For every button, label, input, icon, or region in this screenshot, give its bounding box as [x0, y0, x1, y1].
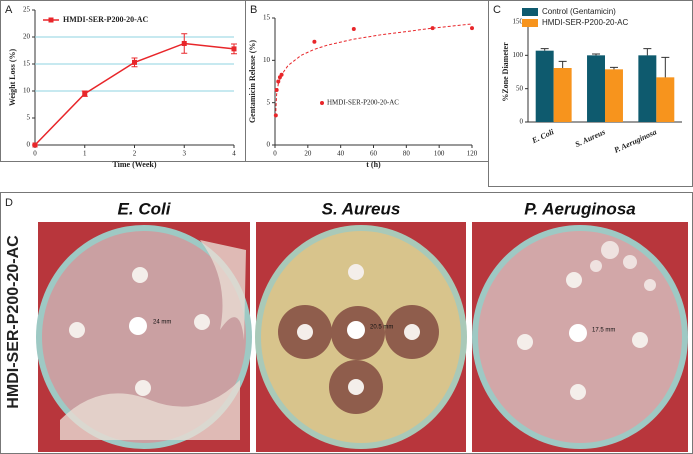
y-tick-label: 0 [520, 118, 524, 126]
x-tick-label: S. Aureus [574, 127, 607, 149]
y-tick-label: 50 [516, 84, 524, 92]
bar [638, 55, 657, 123]
x-tick-label: 60 [370, 150, 378, 158]
y-tick-label: 5 [267, 98, 271, 106]
x-tick-label: 40 [337, 150, 345, 158]
y-tick-label: 150 [513, 18, 524, 26]
y-axis-label: %Zone Diameter [501, 42, 510, 102]
x-tick-label: E. Coli [530, 127, 556, 146]
axis [274, 18, 472, 146]
legend-marker [320, 101, 324, 105]
data-point [279, 72, 284, 77]
axis [527, 22, 682, 123]
y-tick-label: 20 [23, 33, 31, 41]
bar [535, 50, 554, 122]
zone-measure: 20.5 mm [370, 325, 393, 331]
y-axis-label: Weight Loss (%) [8, 49, 17, 107]
data-point [273, 113, 278, 118]
plate-photo [36, 222, 252, 452]
data-point [351, 27, 356, 32]
legend-swatch [522, 19, 538, 27]
legend-label: HMDI-SER-P200-20-AC [542, 18, 628, 27]
y-tick-label: 0 [27, 141, 31, 149]
data-point [430, 26, 435, 31]
y-tick-label: 25 [23, 6, 31, 14]
legend-label: HMDI-SER-P200-20-AC [327, 99, 399, 107]
y-tick-label: 15 [263, 14, 271, 22]
y-axis-label: Gentamicin Release (%) [248, 40, 257, 123]
data-point [82, 91, 88, 97]
row-label: HMDI-SER-P200-20-AC [5, 235, 22, 409]
y-tick-label: 5 [27, 114, 31, 122]
error-bar [558, 60, 567, 68]
plate-photo [255, 222, 467, 452]
x-tick-label: 100 [434, 150, 445, 158]
data-point [312, 39, 317, 44]
x-tick-label: 1 [83, 150, 87, 158]
axis [34, 10, 234, 146]
y-tick-label: 10 [263, 56, 271, 64]
error-bar [609, 66, 618, 70]
photo-title: P. Aeruginosa [524, 199, 635, 218]
data-point [470, 26, 474, 31]
photo-title: S. Aureus [322, 199, 401, 218]
error-bar [540, 48, 549, 51]
data-point [231, 46, 237, 52]
x-tick-label: 20 [304, 150, 312, 158]
legend-label: Control (Gentamicin) [542, 7, 616, 16]
bar [587, 55, 605, 123]
zone-measure: 17.5 mm [592, 328, 615, 334]
fit-curve [275, 23, 473, 112]
y-tick-label: 100 [513, 51, 524, 59]
panel-label: B [250, 4, 257, 16]
plate-photo [472, 222, 688, 452]
x-tick-label: 3 [183, 150, 187, 158]
panel-a-frame [0, 0, 246, 162]
data-point [32, 142, 38, 148]
data-point [276, 79, 281, 84]
x-tick-label: 120 [467, 150, 478, 158]
x-tick-label: 0 [273, 150, 277, 158]
x-tick-label: P. Aeruginosa [613, 127, 658, 155]
panel-label: C [493, 4, 501, 16]
data-point [132, 59, 137, 65]
bar [553, 68, 572, 122]
panel-b-frame [245, 0, 489, 162]
x-tick-label: 4 [232, 150, 236, 158]
error-bar [661, 56, 670, 78]
x-tick-label: 0 [33, 150, 37, 158]
x-tick-label: 80 [403, 150, 411, 158]
bar [656, 77, 675, 122]
legend-swatch [522, 8, 538, 16]
photo-title: E. Coli [118, 199, 172, 218]
data-point [274, 87, 279, 92]
y-tick-label: 10 [23, 87, 31, 95]
legend-marker [48, 17, 54, 23]
x-axis-label: t (h) [366, 160, 381, 169]
panel-label: A [5, 4, 13, 16]
legend-label: HMDI-SER-P200-20-AC [63, 15, 149, 24]
x-tick-label: 2 [133, 150, 137, 158]
bar [605, 69, 623, 122]
x-axis-label: Time (Week) [112, 160, 156, 169]
error-bar [592, 53, 601, 56]
panel-label: D [5, 197, 13, 209]
y-tick-label: 0 [267, 141, 271, 149]
zone-measure: 24 mm [153, 320, 171, 326]
data-point [181, 40, 187, 46]
y-tick-label: 15 [23, 60, 31, 68]
error-bar [643, 48, 652, 56]
